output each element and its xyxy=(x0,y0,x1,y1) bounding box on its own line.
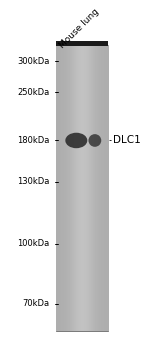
Bar xyxy=(56,41,108,46)
Text: 100kDa: 100kDa xyxy=(17,239,49,248)
Text: 130kDa: 130kDa xyxy=(17,177,49,186)
Ellipse shape xyxy=(89,134,101,147)
Text: 300kDa: 300kDa xyxy=(17,57,49,66)
Text: Mouse lung: Mouse lung xyxy=(57,7,100,50)
Text: DLC1: DLC1 xyxy=(113,135,140,146)
Text: 180kDa: 180kDa xyxy=(17,136,49,145)
Text: 70kDa: 70kDa xyxy=(22,299,49,308)
Bar xyxy=(56,46,108,331)
Text: 250kDa: 250kDa xyxy=(17,88,49,97)
Ellipse shape xyxy=(65,133,87,148)
